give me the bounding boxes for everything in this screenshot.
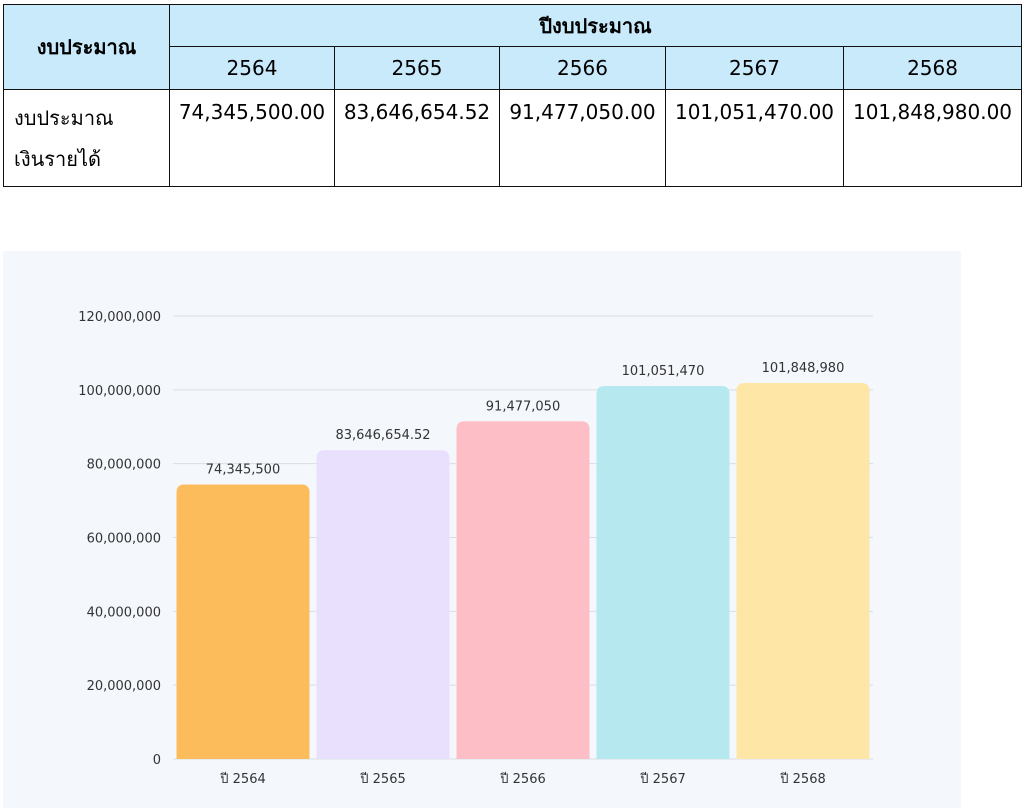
- y-tick-label: 0: [153, 753, 161, 768]
- bar: [736, 383, 870, 759]
- y-tick-label: 120,000,000: [78, 310, 161, 325]
- row-label-line1: งบประมาณ: [14, 106, 114, 130]
- header-year: 2565: [334, 46, 500, 90]
- header-year: 2564: [169, 46, 335, 90]
- budget-table: งบประมาณ ปีงบประมาณ 2564 2565 2566 2567 …: [3, 4, 1023, 187]
- header-fiscal-year: ปีงบประมาณ: [168, 4, 1023, 47]
- x-tick-label: ปี 2567: [639, 771, 685, 787]
- header-year: 2566: [499, 46, 666, 90]
- bar: [456, 421, 590, 759]
- bar: [316, 450, 450, 759]
- table-row: งบประมาณ เงินรายได้ 74,345,500.00 83,646…: [3, 89, 1023, 187]
- y-tick-label: 80,000,000: [87, 458, 161, 473]
- y-tick-label: 100,000,000: [78, 384, 161, 399]
- table-cell-value: 83,646,654.52: [334, 89, 500, 187]
- row-label-line2: เงินรายได้: [14, 147, 102, 171]
- x-tick-label: ปี 2564: [219, 771, 265, 787]
- header-year: 2568: [842, 46, 1023, 90]
- header-year: 2567: [665, 46, 844, 90]
- data-label: 101,051,470: [622, 364, 705, 379]
- bar: [596, 385, 730, 759]
- data-label: 74,345,500: [206, 463, 280, 478]
- x-tick-label: ปี 2565: [359, 771, 405, 787]
- table-cell-value: 74,345,500.00: [169, 89, 335, 187]
- x-tick-label: ปี 2568: [779, 771, 825, 787]
- table-cell-value: 91,477,050.00: [499, 89, 666, 187]
- data-label: 91,477,050: [486, 399, 560, 414]
- chart-panel: 0 20,000,000 40,000,000 60,000,000 80,000,00…: [3, 251, 961, 808]
- header-budget: งบประมาณ: [3, 4, 170, 90]
- x-tick-label: ปี 2566: [499, 771, 545, 787]
- bar: [176, 484, 310, 759]
- y-tick-label: 20,000,000: [87, 679, 161, 694]
- table-cell-value: 101,051,470.00: [665, 89, 844, 187]
- table-cell-value: 101,848,980.00: [842, 89, 1023, 187]
- y-tick-label: 60,000,000: [87, 532, 161, 547]
- data-label: 83,646,654.52: [335, 428, 430, 443]
- bar-chart: 0 20,000,000 40,000,000 60,000,000 80,000,00…: [78, 310, 873, 787]
- data-label: 101,848,980: [762, 361, 845, 376]
- row-label: งบประมาณ เงินรายได้: [3, 89, 170, 187]
- y-tick-label: 40,000,000: [87, 605, 161, 620]
